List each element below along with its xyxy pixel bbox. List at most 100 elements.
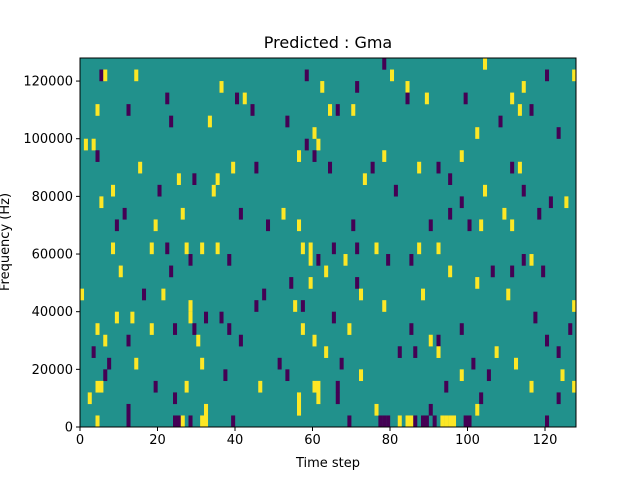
heatmap-cell: [173, 392, 178, 405]
heatmap-cell: [126, 403, 131, 416]
heatmap-cell: [308, 277, 313, 289]
heatmap-cell: [467, 219, 472, 232]
heatmap-cell: [83, 138, 88, 151]
plot-frame: [79, 57, 577, 428]
heatmap-cell: [545, 334, 550, 347]
heatmap-cell: [87, 392, 92, 405]
heatmap-cell: [428, 219, 433, 232]
heatmap-cell: [347, 323, 352, 335]
x-tick-label: 100: [455, 433, 480, 448]
heatmap-cell: [231, 161, 236, 174]
heatmap-cell: [436, 346, 441, 358]
heatmap-cell: [502, 207, 507, 220]
heatmap-cell: [529, 104, 534, 116]
heatmap-cell: [359, 369, 364, 382]
x-axis-title: Time step: [295, 456, 360, 471]
heatmap-cell: [331, 311, 336, 324]
heatmap-cell: [510, 219, 515, 232]
heatmap-cell: [521, 81, 526, 93]
heatmap-cell: [335, 104, 340, 116]
heatmap-cell: [157, 184, 162, 197]
heatmap-cell: [328, 161, 333, 174]
x-tick-label: 120: [533, 433, 558, 448]
heatmap-cell: [486, 369, 491, 382]
heatmap-cell: [572, 69, 577, 82]
heatmap-cell: [374, 403, 379, 416]
heatmap-cell: [459, 369, 464, 382]
heatmap-cell: [188, 300, 193, 312]
heatmap-cell: [560, 369, 565, 382]
x-tick-label: 0: [76, 433, 84, 448]
heatmap-cell: [564, 196, 569, 209]
heatmap-cell: [184, 380, 189, 393]
heatmap-cell: [95, 104, 100, 116]
heatmap-cell: [149, 242, 154, 255]
heatmap-cell: [153, 380, 158, 393]
heatmap-cell: [374, 242, 379, 255]
heatmap-cell: [308, 242, 313, 255]
heatmap-cell: [227, 323, 232, 335]
heatmap-cell: [114, 311, 119, 324]
heatmap-cell: [529, 380, 534, 393]
heatmap-cell: [316, 392, 321, 405]
heatmap-cell: [390, 69, 395, 82]
heatmap-cell: [173, 323, 178, 335]
heatmap-cell: [169, 115, 174, 128]
heatmap-cell: [231, 415, 236, 428]
heatmap-cell: [405, 81, 410, 93]
heatmap-cell: [572, 380, 577, 393]
heatmap-cell: [130, 311, 135, 324]
heatmap-cell: [285, 115, 290, 128]
heatmap-cell: [459, 150, 464, 162]
heatmap-cell: [459, 323, 464, 335]
heatmap-cell: [537, 207, 542, 220]
heatmap-cell: [382, 150, 387, 162]
heatmap-cell: [436, 161, 441, 174]
heatmap-cell: [475, 127, 480, 139]
heatmap-cell: [471, 357, 476, 370]
heatmap-cell: [99, 196, 104, 209]
heatmap-cell: [258, 380, 263, 393]
heatmap-cells: [80, 58, 577, 428]
heatmap-cell: [529, 254, 534, 266]
heatmap-cell: [254, 161, 259, 174]
heatmap-cell: [99, 69, 104, 82]
heatmap-cell: [448, 207, 453, 220]
heatmap-cell: [149, 323, 154, 335]
heatmap-cell: [99, 380, 104, 393]
heatmap-cell: [432, 415, 437, 428]
heatmap-cell: [103, 69, 108, 82]
heatmap-cell: [463, 92, 468, 105]
heatmap-cell: [238, 207, 243, 220]
heatmap-cell: [215, 242, 220, 255]
y-tick-label: 20000: [32, 363, 73, 378]
heatmap-cell: [126, 415, 131, 428]
heatmap-cell: [297, 219, 302, 232]
heatmap-cell: [339, 357, 344, 370]
heatmap-cell: [556, 392, 561, 405]
heatmap-cell: [95, 323, 100, 335]
heatmap-cell: [413, 346, 418, 358]
heatmap-cell: [285, 369, 290, 382]
heatmap-cell: [207, 115, 212, 128]
heatmap-cell: [204, 311, 209, 324]
heatmap-cell: [118, 265, 123, 278]
heatmap-cell: [355, 81, 360, 93]
heatmap-cell: [176, 173, 181, 185]
heatmap-cell: [421, 415, 426, 428]
heatmap-cell: [196, 334, 201, 347]
heatmap-cell: [335, 380, 340, 393]
heatmap-cell: [444, 415, 449, 428]
heatmap-cell: [297, 392, 302, 405]
heatmap-cell: [192, 323, 197, 335]
heatmap-cell: [95, 380, 100, 393]
heatmap-cell: [126, 104, 131, 116]
heatmap-cell: [200, 357, 205, 370]
y-tick-label: 40000: [32, 305, 73, 320]
heatmap-cell: [351, 219, 356, 232]
heatmap-cell: [219, 81, 224, 93]
heatmap-cell: [378, 415, 383, 428]
x-axis-ticks: 0 20 40 60 80 100 120: [76, 427, 558, 448]
heatmap-cell: [103, 334, 108, 347]
